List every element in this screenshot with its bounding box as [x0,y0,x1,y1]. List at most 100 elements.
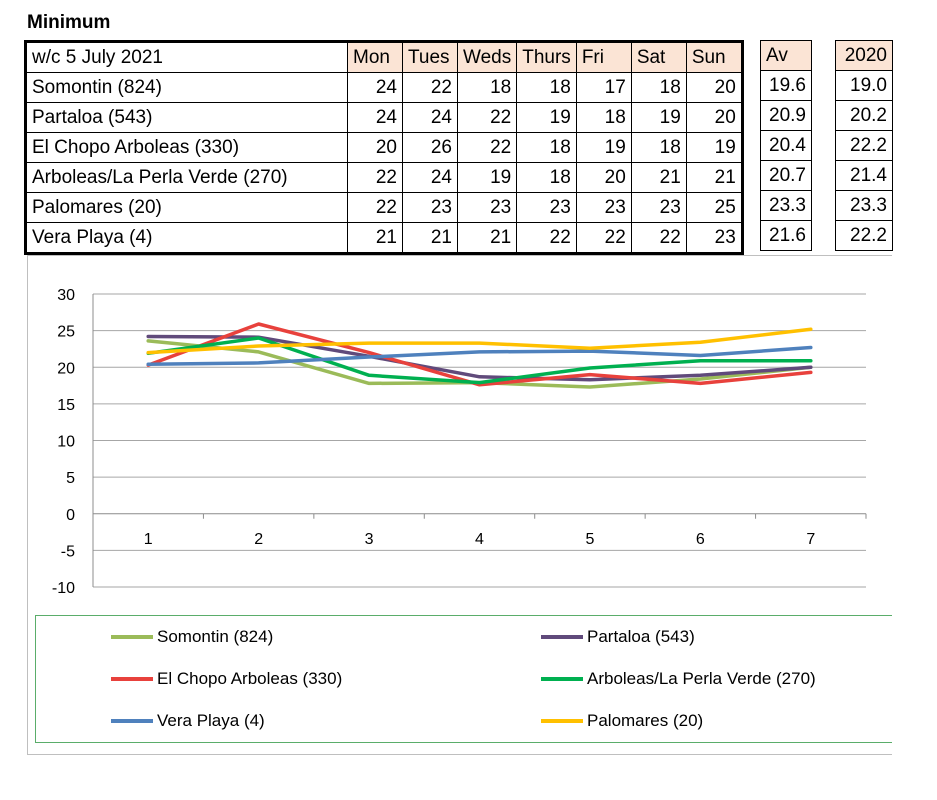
table-row: Vera Playa (4) 21 21 21 22 22 22 23 [25,222,744,254]
legend-label: Somontin (824) [157,627,274,646]
y2020-row: 22.2 [835,130,893,161]
table-header-row: w/c 5 July 2021 Mon Tues Weds Thurs Fri Sat Sun [25,41,744,73]
value-cell: 18 [630,132,687,163]
legend-swatch [111,677,153,681]
av-row: 19.6 [760,70,812,101]
y2020-value-cell: 20.2 [835,100,893,131]
value-cell: 18 [516,132,577,163]
y2020-value-cell: 22.2 [835,220,893,251]
av-value-cell: 21.6 [760,220,812,251]
table-row: Arboleas/La Perla Verde (270) 22 24 19 18 20 2… [25,162,744,193]
value-cell: 21 [685,162,744,193]
value-cell: 26 [402,132,458,163]
legend-label: Arboleas/La Perla Verde (270) [587,669,816,688]
av-header-cell: Av [760,40,812,71]
value-cell: 20 [685,102,744,133]
station-name-cell: El Chopo Arboleas (330) [25,132,348,163]
legend-item: Arboleas/La Perla Verde (270) [541,669,816,689]
day-header-sat: Sat [630,41,687,73]
av-row: 20.4 [760,130,812,161]
value-cell: 19 [516,102,577,133]
y-tick-label: 15 [57,397,75,414]
av-row: 20.7 [760,160,812,191]
value-cell: 23 [630,192,687,223]
av-row: 23.3 [760,190,812,221]
y-tick-label: 30 [57,287,75,304]
value-cell: 20 [575,162,632,193]
value-cell: 18 [516,72,577,103]
value-cell: 23 [402,192,458,223]
y2020-value-cell: 23.3 [835,190,893,221]
value-cell: 19 [456,162,518,193]
value-cell: 22 [516,222,577,254]
legend-swatch [111,635,153,639]
value-cell: 18 [575,102,632,133]
legend-item: El Chopo Arboleas (330) [111,669,342,689]
legend-label: Palomares (20) [587,711,704,730]
x-tick-label: 3 [365,531,374,548]
series-line [146,327,813,355]
station-name-cell: Partaloa (543) [25,102,348,133]
legend-swatch [541,719,583,723]
y2020-row: 22.2 [835,220,893,251]
day-header-thurs: Thurs [516,41,577,73]
av-header-row: Av [760,40,812,71]
value-cell: 22 [456,102,518,133]
week-label-cell: w/c 5 July 2021 [25,41,348,73]
legend-label: El Chopo Arboleas (330) [157,669,343,688]
value-cell: 18 [516,162,577,193]
y2020-value-cell: 22.2 [835,130,893,161]
line-chart: -10 -5 0 5 10 15 20 25 30 1 2 3 4 5 6 7 [52,287,867,597]
legend-item: Vera Playa (4) [111,711,265,731]
value-cell: 25 [685,192,744,223]
legend-item: Somontin (824) [111,627,273,647]
y-tick-label: -10 [52,580,75,597]
value-cell: 24 [402,162,458,193]
x-tick-label: 4 [475,531,484,548]
day-header-fri: Fri [575,41,632,73]
series-line [146,336,813,385]
x-tick-label: 6 [696,531,705,548]
table-row: Somontin (824) 24 22 18 18 17 18 20 [25,72,744,103]
av-row: 21.6 [760,220,812,251]
value-cell: 22 [456,132,518,163]
value-cell: 19 [685,132,744,163]
legend-label: Vera Playa (4) [157,711,265,730]
x-tick-label: 2 [254,531,263,548]
value-cell: 21 [402,222,458,254]
temperature-table: w/c 5 July 2021 Mon Tues Weds Thurs Fri Sat Sun… [24,40,744,255]
y2020-row: 23.3 [835,190,893,221]
x-tick-label: 1 [144,531,153,548]
average-table: Av 19.6 20.9 20.4 20.7 23.3 21.6 [760,40,812,251]
av-value-cell: 19.6 [760,70,812,101]
y-tick-label: 5 [66,470,75,487]
station-name-cell: Vera Playa (4) [25,222,348,254]
value-cell: 24 [347,102,403,133]
legend-swatch [541,635,583,639]
y-tick-label: 10 [57,434,75,451]
value-cell: 19 [630,102,687,133]
y2020-value-cell: 21.4 [835,160,893,191]
value-cell: 21 [456,222,518,254]
table-row: Palomares (20) 22 23 23 23 23 23 25 [25,192,744,223]
legend-label: Partaloa (543) [587,627,695,646]
legend-swatch [111,719,153,723]
legend-item: Partaloa (543) [541,627,695,647]
series-line [146,345,813,367]
value-cell: 17 [575,72,632,103]
y2020-row: 20.2 [835,100,893,131]
value-cell: 18 [456,72,518,103]
y-tick-label: -5 [61,543,75,560]
chart-frame: -10 -5 0 5 10 15 20 25 30 1 2 3 4 5 6 7 [27,255,892,755]
value-cell: 20 [347,132,403,163]
value-cell: 24 [402,102,458,133]
value-cell: 22 [347,162,403,193]
series-line [146,322,813,387]
x-tick-label: 7 [806,531,815,548]
day-header-weds: Weds [456,41,518,73]
value-cell: 22 [347,192,403,223]
value-cell: 22 [402,72,458,103]
y2020-header-cell: 2020 [835,40,893,71]
day-header-tues: Tues [402,41,458,73]
value-cell: 23 [516,192,577,223]
